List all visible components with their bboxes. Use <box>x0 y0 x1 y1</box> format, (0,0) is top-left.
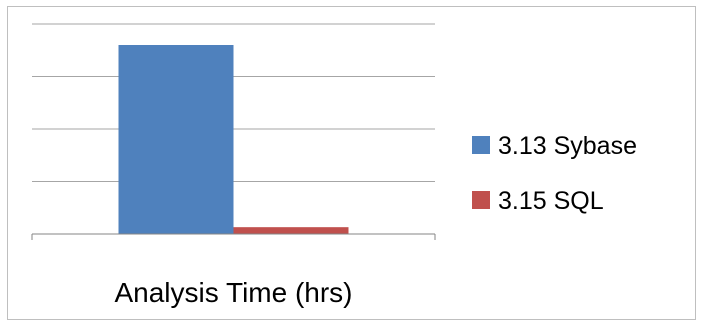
legend-swatch <box>472 191 490 209</box>
category-labels: Analysis Time (hrs) <box>114 277 352 308</box>
legend-swatch <box>472 136 490 154</box>
bars <box>118 45 349 234</box>
legend: 3.13 Sybase 3.15 SQL <box>472 132 637 215</box>
legend-label: 3.13 Sybase <box>498 132 637 160</box>
bar-3-15-sql <box>233 227 349 234</box>
bar-3-13-sybase <box>118 45 234 234</box>
x-axis <box>31 233 436 240</box>
category-label: Analysis Time (hrs) <box>114 277 352 308</box>
legend-label: 3.15 SQL <box>498 187 604 215</box>
